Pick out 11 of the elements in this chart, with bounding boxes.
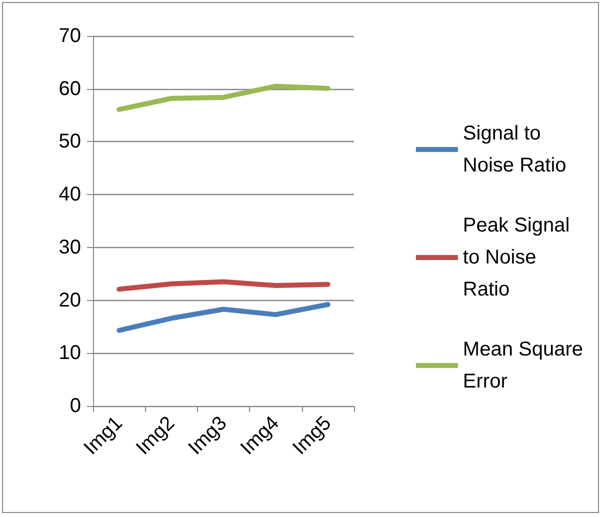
- legend-label: Mean Square Error: [462, 338, 583, 392]
- y-tick-label: 60: [58, 78, 81, 100]
- legend-label: Peak Signal to Noise Ratio: [462, 214, 570, 300]
- y-tick-label: 70: [58, 25, 81, 47]
- y-tick-label: 30: [58, 236, 81, 258]
- y-tick-label: 0: [70, 395, 81, 417]
- y-tick-label: 20: [58, 289, 81, 312]
- y-tick-label: 50: [58, 130, 81, 153]
- y-tick-label: 10: [58, 342, 81, 364]
- y-tick-label: 40: [58, 184, 81, 206]
- legend-label: Signal to Noise Ratio: [462, 122, 566, 176]
